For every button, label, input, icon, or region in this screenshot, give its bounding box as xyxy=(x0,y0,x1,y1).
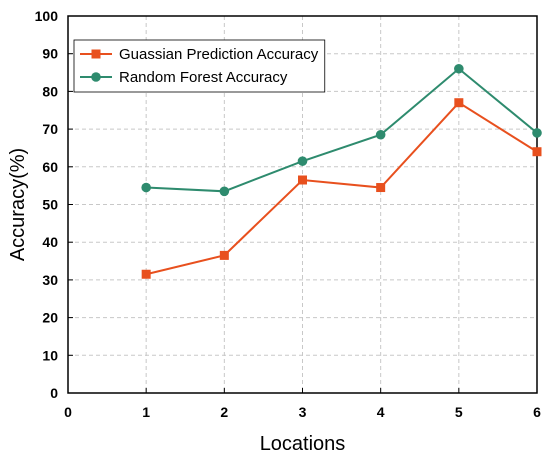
data-point xyxy=(141,182,151,193)
y-tick-label: 20 xyxy=(42,310,58,326)
x-tick-label: 4 xyxy=(377,404,385,420)
x-axis: 0 1 2 3 4 5 6 xyxy=(64,388,541,420)
series-layer xyxy=(141,63,542,279)
series-2 xyxy=(141,63,542,197)
legend-label: Random Forest Accuracy xyxy=(119,69,288,86)
x-tick-label: 3 xyxy=(299,404,307,420)
series-1 xyxy=(141,98,542,279)
y-tick-label: 80 xyxy=(42,83,58,99)
y-tick-label: 50 xyxy=(42,197,58,213)
data-point xyxy=(532,147,542,157)
data-point xyxy=(298,175,307,185)
data-point xyxy=(376,183,386,193)
data-point xyxy=(297,156,308,166)
y-tick-label: 10 xyxy=(42,347,58,363)
data-point xyxy=(141,269,151,279)
series-line xyxy=(145,101,538,276)
series-line xyxy=(146,67,538,193)
data-point xyxy=(454,63,464,74)
x-tick-label: 5 xyxy=(455,404,463,420)
y-axis: 0 10 20 30 40 50 60 70 80 90 100 xyxy=(35,8,73,401)
data-point xyxy=(532,128,542,138)
legend-swatch-marker xyxy=(91,72,101,82)
y-tick-label: 60 xyxy=(42,159,58,175)
x-tick-label: 2 xyxy=(220,404,228,420)
x-axis-label: Locations xyxy=(260,433,346,455)
y-tick-label: 30 xyxy=(42,272,58,288)
y-tick-label: 100 xyxy=(35,8,59,24)
x-tick-label: 6 xyxy=(533,404,541,420)
legend-item: Guassian Prediction Accuracy xyxy=(80,46,319,63)
y-tick-label: 70 xyxy=(42,121,58,137)
y-tick-label: 90 xyxy=(42,46,58,62)
legend: Guassian Prediction Accuracy Random Fores… xyxy=(73,39,326,93)
data-point xyxy=(375,129,386,140)
x-tick-label: 0 xyxy=(64,404,72,420)
y-tick-label: 40 xyxy=(42,234,58,250)
data-point xyxy=(454,98,464,108)
y-axis-label: Accuracy(%) xyxy=(7,148,29,261)
y-tick-label: 0 xyxy=(50,385,58,401)
legend-label: Guassian Prediction Accuracy xyxy=(119,46,319,63)
x-tick-label: 1 xyxy=(142,404,150,420)
data-point xyxy=(219,186,230,197)
data-point xyxy=(219,250,229,260)
legend-box xyxy=(73,39,326,93)
legend-item: Random Forest Accuracy xyxy=(80,69,288,86)
legend-swatch-marker xyxy=(91,49,101,59)
